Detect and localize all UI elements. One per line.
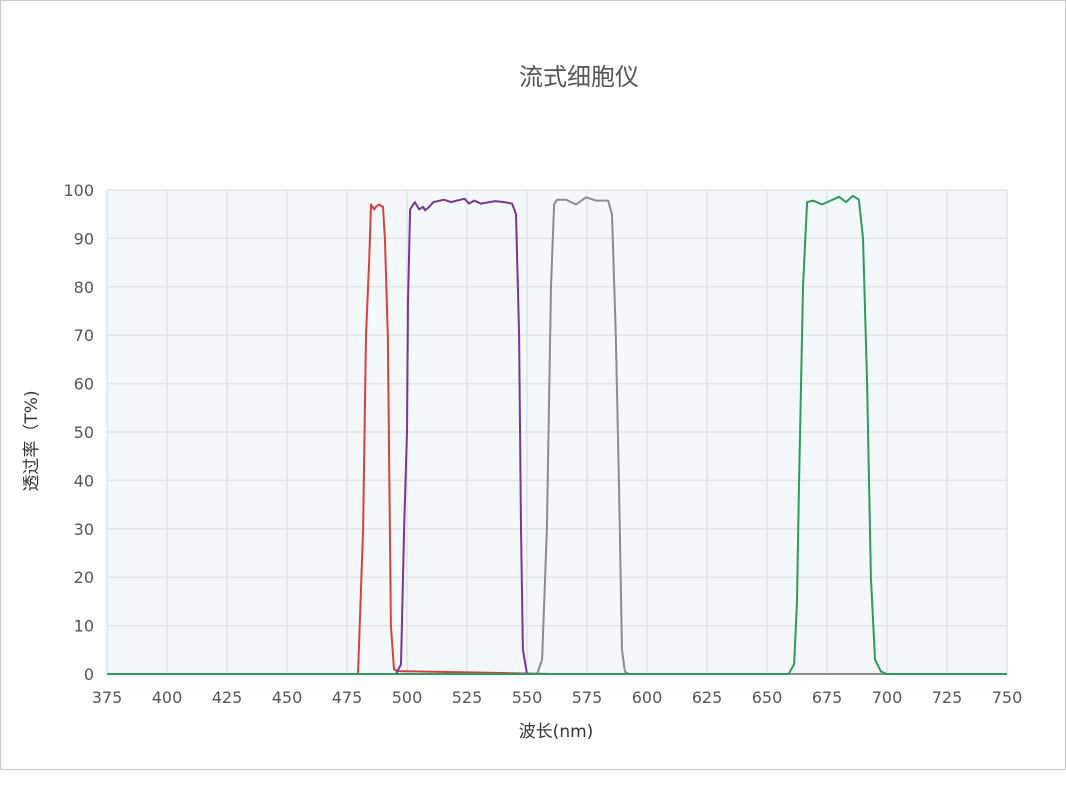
y-tick-label: 60 (74, 375, 94, 394)
x-tick-label: 725 (932, 688, 963, 707)
y-tick-label: 90 (74, 229, 94, 248)
y-tick-label: 30 (74, 520, 94, 539)
y-tick-label: 0 (84, 665, 94, 684)
y-tick-label: 20 (74, 568, 94, 587)
x-tick-label: 650 (752, 688, 783, 707)
x-tick-label: 525 (452, 688, 483, 707)
series-line-2 (107, 197, 1007, 675)
x-tick-label: 750 (992, 688, 1023, 707)
x-tick-label: 450 (272, 688, 303, 707)
y-tick-label: 70 (74, 326, 94, 345)
x-tick-label: 550 (512, 688, 543, 707)
x-tick-label: 475 (332, 688, 363, 707)
y-tick-label: 50 (74, 423, 94, 442)
x-tick-label: 675 (812, 688, 843, 707)
y-tick-label: 10 (74, 617, 94, 636)
y-tick-label: 40 (74, 471, 94, 490)
x-tick-label: 375 (92, 688, 123, 707)
x-tick-label: 700 (872, 688, 903, 707)
x-tick-label: 625 (692, 688, 723, 707)
x-tick-label: 500 (392, 688, 423, 707)
series-line-4 (107, 194, 1007, 675)
y-tick-label: 100 (63, 181, 94, 200)
x-tick-label: 575 (572, 688, 603, 707)
series-line-3 (107, 196, 1007, 675)
x-tick-label: 425 (212, 688, 243, 707)
series-line-1 (107, 203, 1007, 675)
x-tick-label: 400 (152, 688, 183, 707)
x-tick-label: 600 (632, 688, 663, 707)
x-axis-label: 波长(nm) (519, 722, 594, 742)
y-tick-label: 80 (74, 278, 94, 297)
y-axis-label: 透过率（T%) (22, 390, 42, 491)
chart-title: 流式细胞仪 (519, 63, 639, 91)
